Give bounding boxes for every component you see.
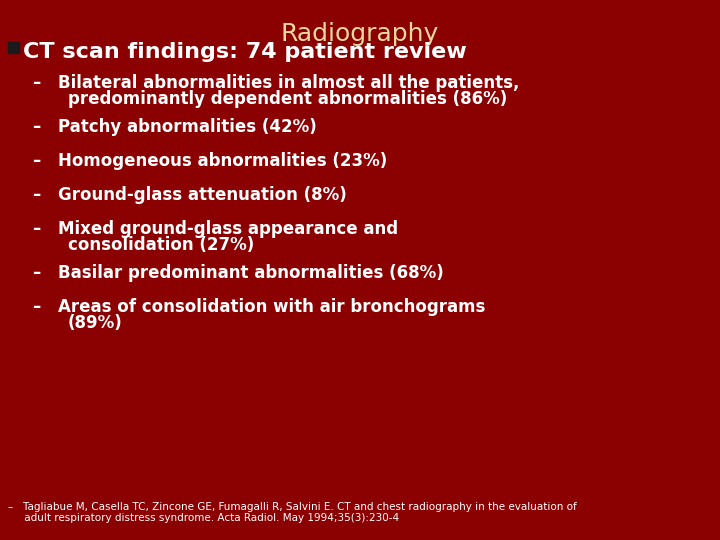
Text: Homogeneous abnormalities (23%): Homogeneous abnormalities (23%) <box>58 152 387 170</box>
Text: –: – <box>32 186 40 204</box>
Text: Mixed ground-glass appearance and: Mixed ground-glass appearance and <box>58 220 398 238</box>
Text: predominantly dependent abnormalities (86%): predominantly dependent abnormalities (8… <box>68 90 508 108</box>
Text: (89%): (89%) <box>68 314 122 332</box>
Text: adult respiratory distress syndrome. Acta Radiol. May 1994;35(3):230-4: adult respiratory distress syndrome. Act… <box>8 513 399 523</box>
Text: Bilateral abnormalities in almost all the patients,: Bilateral abnormalities in almost all th… <box>58 74 519 92</box>
Text: Ground-glass attenuation (8%): Ground-glass attenuation (8%) <box>58 186 347 204</box>
Text: –: – <box>32 118 40 136</box>
Text: Patchy abnormalities (42%): Patchy abnormalities (42%) <box>58 118 317 136</box>
Text: consolidation (27%): consolidation (27%) <box>68 236 254 254</box>
Text: –   Tagliabue M, Casella TC, Zincone GE, Fumagalli R, Salvini E. CT and chest ra: – Tagliabue M, Casella TC, Zincone GE, F… <box>8 502 577 512</box>
Text: –: – <box>32 152 40 170</box>
Text: Basilar predominant abnormalities (68%): Basilar predominant abnormalities (68%) <box>58 264 444 282</box>
Text: –: – <box>32 74 40 92</box>
Text: –: – <box>32 298 40 316</box>
Text: –: – <box>32 220 40 238</box>
Text: CT scan findings: 74 patient review: CT scan findings: 74 patient review <box>23 42 467 62</box>
Text: Areas of consolidation with air bronchograms: Areas of consolidation with air bronchog… <box>58 298 485 316</box>
Bar <box>8 42 19 53</box>
Text: Radiography: Radiography <box>281 22 439 46</box>
Text: –: – <box>32 264 40 282</box>
